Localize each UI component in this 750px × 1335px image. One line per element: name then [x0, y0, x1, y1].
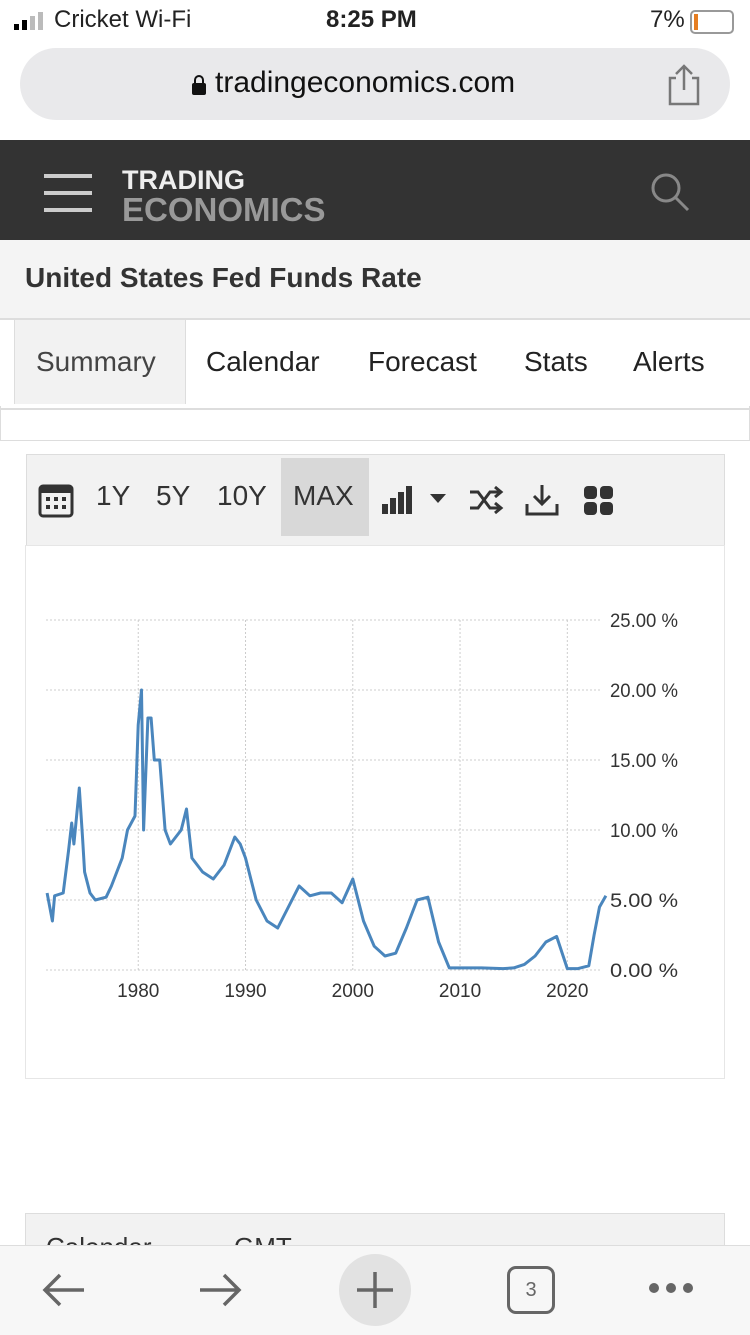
battery-level: 7% [650, 6, 685, 33]
range-button[interactable]: MAX [293, 480, 354, 511]
tab[interactable]: Alerts [633, 346, 705, 377]
url[interactable]: tradingeconomics.com [215, 66, 516, 99]
calendar-button[interactable] [38, 482, 74, 523]
title-bar [0, 240, 750, 318]
chart-type-button[interactable] [382, 484, 452, 521]
x-tick-label: 2010 [439, 981, 481, 1002]
x-tick-label: 2000 [332, 981, 374, 1002]
y-tick-label: 15.00 % [610, 751, 678, 772]
signal-icon [14, 10, 54, 30]
range-button[interactable]: 10Y [217, 480, 267, 511]
download-button[interactable] [524, 482, 560, 523]
url-bar[interactable] [20, 48, 730, 120]
y-tick-label: 20.00 % [610, 681, 678, 702]
apps-button[interactable] [582, 484, 616, 523]
logo-bottom[interactable]: ECONOMICS [122, 191, 326, 228]
tab[interactable]: Stats [524, 346, 588, 377]
new-tab-button[interactable] [339, 1254, 411, 1326]
x-tick-label: 2020 [546, 981, 588, 1002]
lock-icon [190, 74, 210, 95]
search-button[interactable] [648, 170, 692, 219]
active-tab-bg [14, 320, 186, 404]
active-range-bg [281, 458, 369, 536]
forward-button[interactable] [196, 1270, 244, 1315]
compare-button[interactable] [468, 484, 504, 521]
tab-bar [0, 318, 750, 410]
y-tick-label: 10.00 % [610, 821, 678, 842]
tab[interactable]: Summary [36, 346, 156, 377]
y-tick-label: 25.00 % [610, 611, 678, 632]
clock: 8:25 PM [326, 6, 417, 33]
chart-toolbar [26, 454, 725, 546]
data-line [45, 688, 608, 971]
y-tick-label: 5.00 % [610, 891, 678, 912]
tab[interactable]: Calendar [206, 346, 320, 377]
menu-button[interactable] [44, 174, 92, 219]
spacer-box [0, 406, 750, 441]
more-button[interactable] [648, 1280, 696, 1301]
site-header [0, 140, 750, 240]
battery-icon [690, 10, 734, 34]
range-button[interactable]: 5Y [156, 480, 191, 511]
logo-top[interactable]: TRADING [122, 165, 245, 195]
back-button[interactable] [40, 1270, 88, 1315]
chart: 0.00 % 5.00 % 10.00 % 15.00 % 20.00 % 25.00 %… [25, 545, 725, 1079]
tabs-button[interactable]: 3 [507, 1266, 555, 1314]
x-tick-label: 1990 [224, 981, 266, 1002]
y-tick-label: 0.00 % [610, 961, 678, 982]
tab[interactable]: Forecast [368, 346, 477, 377]
page-title: United States Fed Funds Rate [25, 262, 422, 293]
carrier: Cricket Wi-Fi [54, 6, 192, 33]
share-button[interactable] [664, 62, 704, 111]
x-tick-label: 1980 [117, 981, 159, 1002]
range-button[interactable]: 1Y [96, 480, 131, 511]
